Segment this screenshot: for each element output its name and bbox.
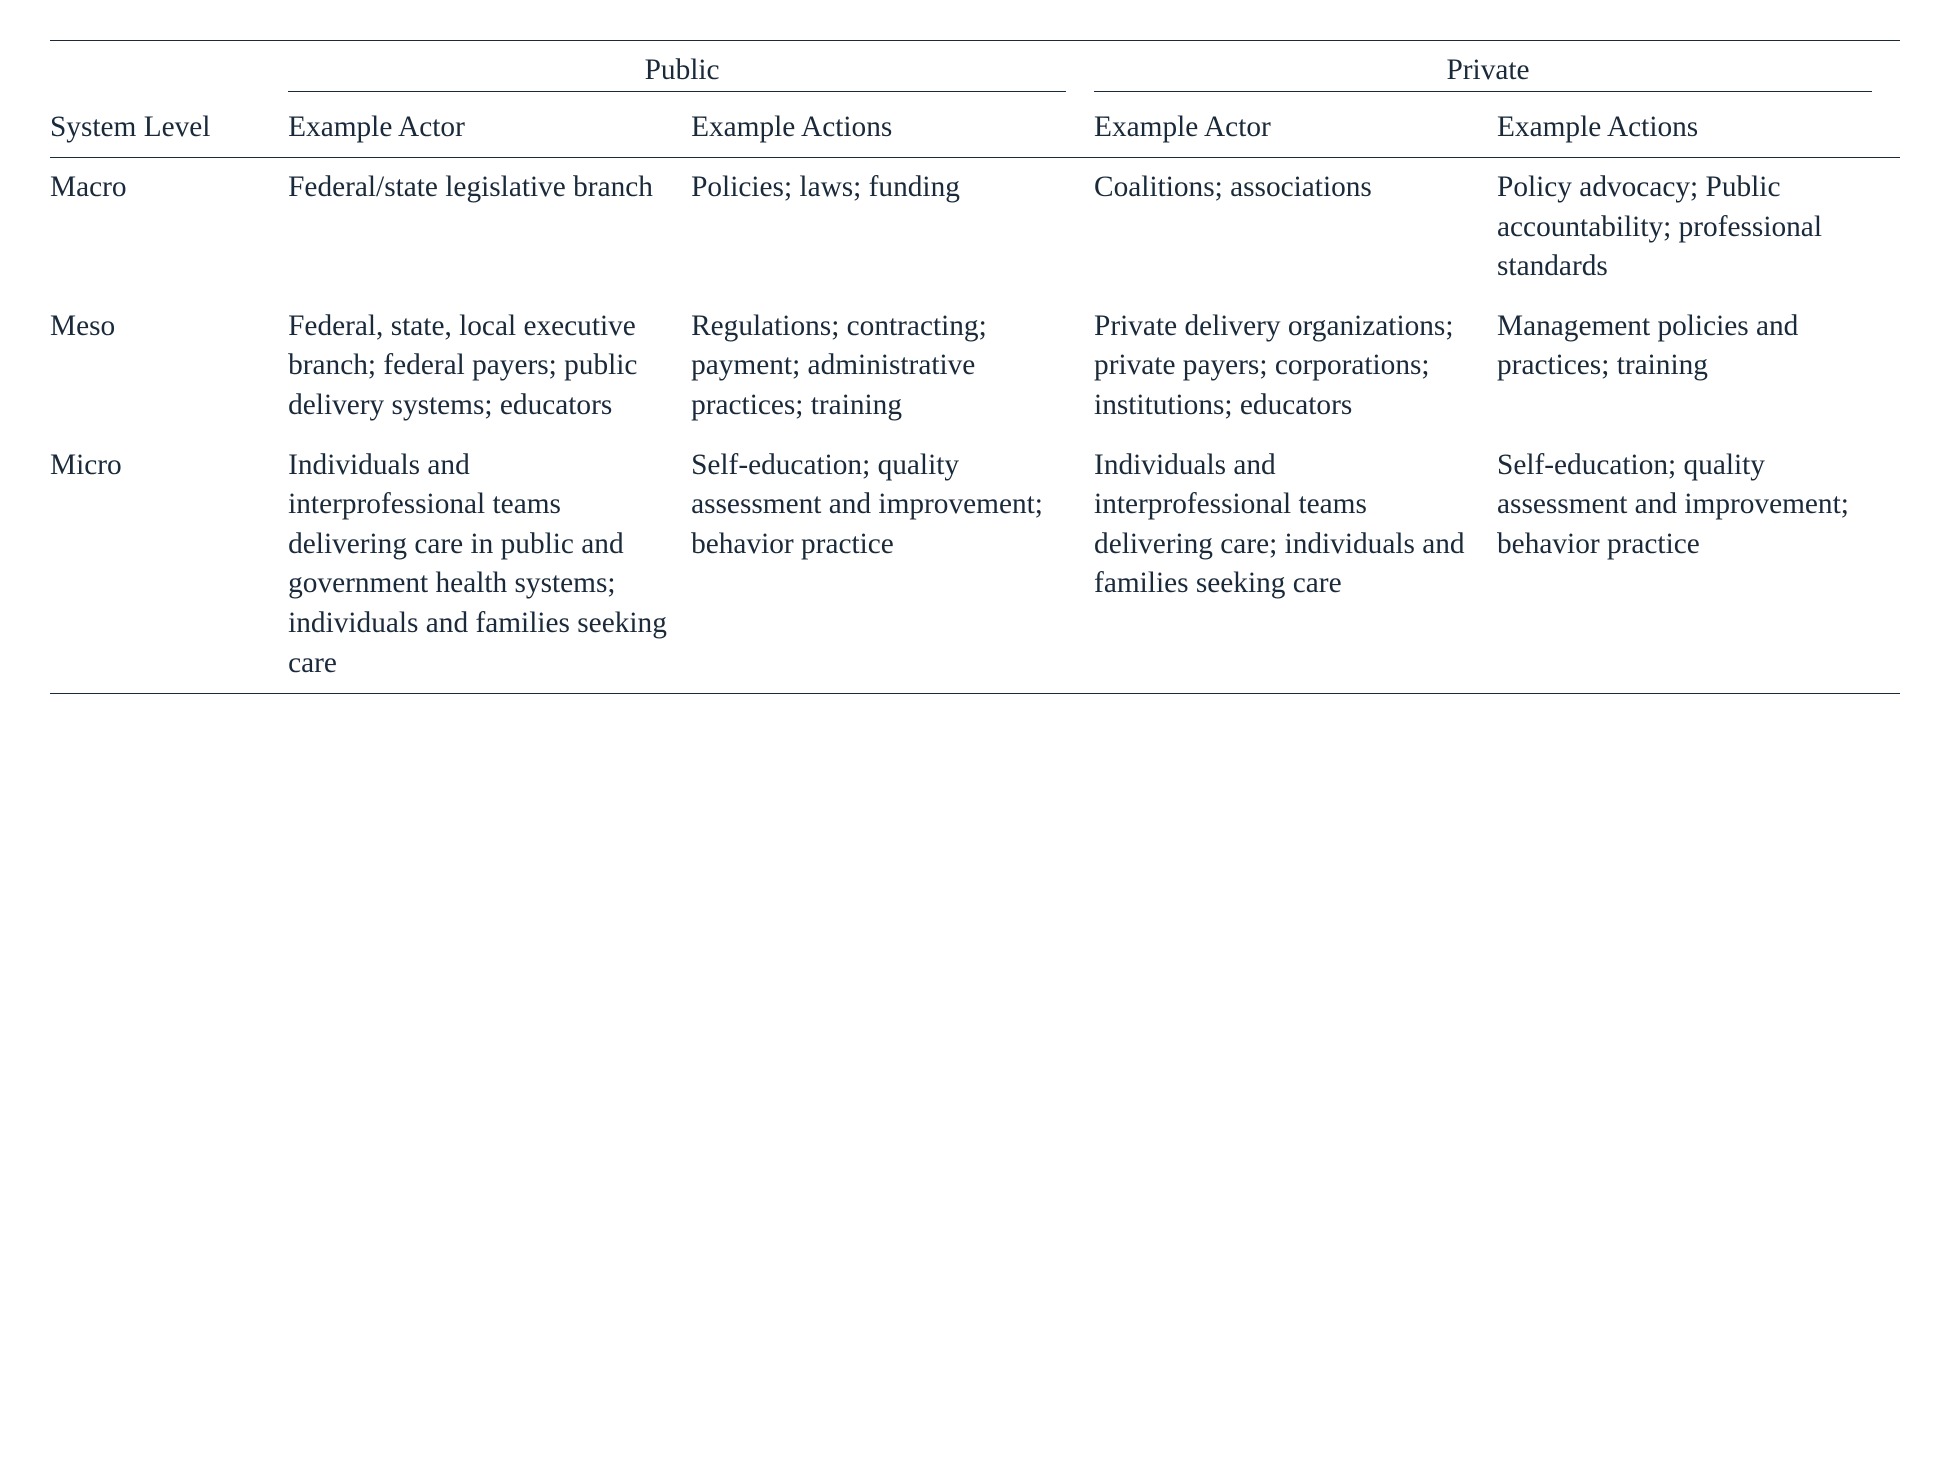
cell-private-actor: Coalitions; associations <box>1094 158 1497 297</box>
cell-private-actions: Policy advocacy; Public accountability; … <box>1497 158 1900 297</box>
header-blank <box>50 41 288 98</box>
cell-private-actor: Private delivery organizations; private … <box>1094 297 1497 436</box>
cell-public-actor: Federal/state legislative branch <box>288 158 691 297</box>
system-levels-table: Public Private System Level Example Acto… <box>50 40 1900 694</box>
cell-level: Macro <box>50 158 288 297</box>
cell-private-actor: Individuals and interprofessional teams … <box>1094 436 1497 694</box>
table-row: Macro Federal/state legislative branch P… <box>50 158 1900 297</box>
cell-private-actions: Management policies and practices; train… <box>1497 297 1900 436</box>
col-header-private-actor: Example Actor <box>1094 98 1497 158</box>
spanner-private-label: Private <box>1446 54 1529 86</box>
cell-public-actions: Policies; laws; funding <box>691 158 1094 297</box>
cell-public-actor: Individuals and interprofessional teams … <box>288 436 691 694</box>
cell-public-actor: Federal, state, local executive branch; … <box>288 297 691 436</box>
table-row: Meso Federal, state, local executive bra… <box>50 297 1900 436</box>
spanner-public: Public <box>288 41 1094 98</box>
col-header-private-actions: Example Actions <box>1497 98 1900 158</box>
spanner-private: Private <box>1094 41 1900 98</box>
col-header-public-actor: Example Actor <box>288 98 691 158</box>
cell-private-actions: Self-education; quality assessment and i… <box>1497 436 1900 694</box>
col-header-public-actions: Example Actions <box>691 98 1094 158</box>
cell-level: Meso <box>50 297 288 436</box>
cell-public-actions: Self-education; quality assessment and i… <box>691 436 1094 694</box>
cell-level: Micro <box>50 436 288 694</box>
table-row: Micro Individuals and interprofessional … <box>50 436 1900 694</box>
spanner-public-label: Public <box>645 54 720 86</box>
col-header-system-level: System Level <box>50 98 288 158</box>
cell-public-actions: Regulations; contracting; payment; admin… <box>691 297 1094 436</box>
